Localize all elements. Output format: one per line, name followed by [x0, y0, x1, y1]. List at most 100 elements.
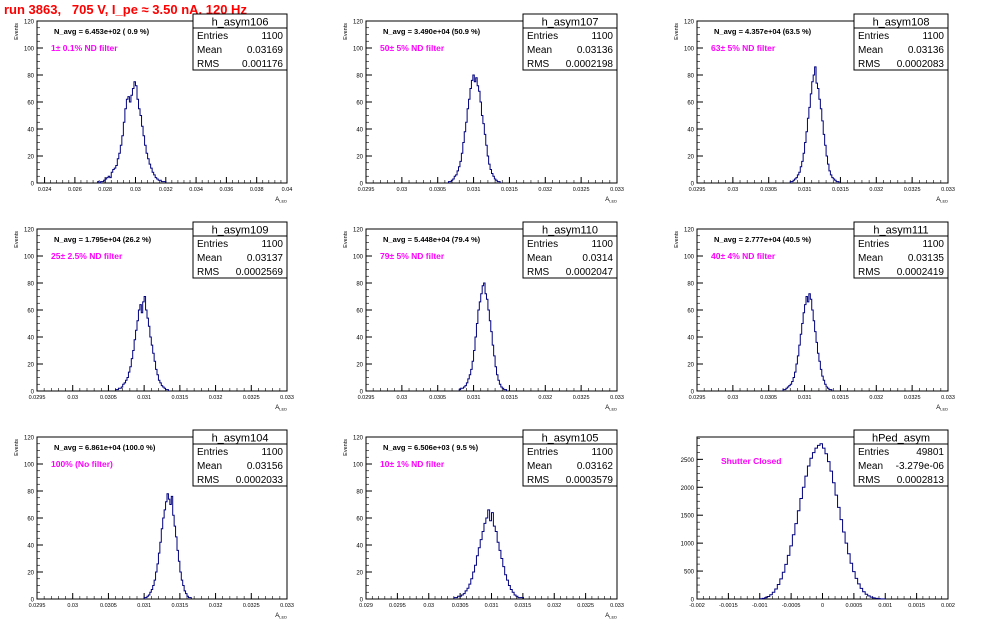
stat-value: 1100 [261, 239, 283, 250]
navg-label: N_avg = 6.861e+04 (100.0 %) [54, 443, 156, 452]
x-tick-label: 0.03 [130, 187, 141, 193]
x-tick-label: 0.03 [396, 395, 407, 401]
x-tick-label: 0.0305 [100, 603, 117, 609]
x-tick-label: 0.0325 [904, 187, 921, 193]
histogram-line [782, 293, 833, 391]
y-tick-label: 120 [353, 20, 364, 26]
x-tick-label: 0.036 [220, 187, 234, 193]
x-tick-label: 0.03 [727, 187, 738, 193]
navg-label: N_avg = 2.777e+04 (40.5 %) [714, 235, 812, 244]
stat-label: Entries [527, 239, 558, 250]
y-tick-label: 120 [24, 228, 35, 234]
x-tick-label: 0 [821, 603, 824, 609]
y-tick-label: 40 [687, 128, 694, 134]
stat-label: RMS [527, 267, 550, 278]
y-tick-label: 80 [687, 282, 694, 288]
stat-value: 0.03169 [247, 45, 284, 56]
y-tick-label: 80 [356, 74, 363, 80]
x-tick-label: 0.0305 [760, 395, 777, 401]
stat-label: RMS [858, 475, 881, 486]
x-axis-title: ALED [936, 197, 948, 204]
x-axis-title: ALED [275, 613, 287, 620]
histogram-line [447, 74, 501, 183]
y-tick-label: 20 [27, 363, 34, 369]
x-tick-label: 0.031 [798, 395, 812, 401]
stat-value: 0.03137 [247, 253, 284, 264]
y-tick-label: 20 [356, 363, 363, 369]
y-tick-label: 100 [684, 47, 695, 53]
x-axis-title: ALED [605, 613, 617, 620]
y-tick-label: 0 [360, 390, 364, 396]
filter-label: 50± 5% ND filter [380, 43, 445, 53]
y-tick-label: 40 [27, 128, 34, 134]
y-tick-label: 1500 [681, 514, 695, 520]
stats-box: h_asym106 Entries 1100 Mean 0.03169 RMS 0.0011… [192, 13, 288, 71]
histogram-line [759, 443, 886, 600]
y-axis-title: Events [674, 231, 680, 248]
x-tick-label: 0.031 [137, 603, 151, 609]
stat-label: Entries [858, 31, 889, 42]
y-tick-label: 100 [24, 463, 35, 469]
x-tick-label: 0.03 [423, 603, 434, 609]
stat-label: Entries [527, 31, 558, 42]
stat-value: 0.0002033 [236, 475, 284, 486]
y-tick-label: 60 [27, 101, 34, 107]
x-tick-label: 0.028 [98, 187, 112, 193]
x-tick-label: 0.031 [137, 395, 151, 401]
y-tick-label: 0 [691, 390, 695, 396]
stats-box-frame [853, 221, 949, 279]
x-tick-label: 0.0325 [904, 395, 921, 401]
x-axis-title: ALED [605, 197, 617, 204]
x-tick-label: 0.0315 [832, 187, 849, 193]
y-axis-title: Events [14, 439, 20, 456]
x-tick-label: 0.0295 [29, 603, 46, 609]
stat-label: Mean [858, 461, 883, 472]
stat-value: 49801 [916, 447, 944, 458]
navg-label: N_avg = 6.453e+02 ( 0.9 %) [54, 27, 150, 36]
y-tick-label: 0 [360, 598, 364, 604]
filter-label: 63± 5% ND filter [711, 43, 776, 53]
y-tick-label: 100 [24, 255, 35, 261]
y-tick-label: 60 [356, 101, 363, 107]
x-tick-label: 0.038 [250, 187, 264, 193]
y-tick-label: 60 [27, 517, 34, 523]
stats-box: hPed_asym Entries 49801 Mean -3.279e-06 RMS 0.… [853, 429, 949, 487]
stat-label: RMS [197, 267, 220, 278]
histogram-line [115, 296, 169, 391]
y-tick-label: 120 [24, 436, 35, 442]
y-tick-label: 0 [31, 390, 35, 396]
x-tick-label: 0.033 [941, 187, 955, 193]
stat-label: Mean [527, 253, 552, 264]
x-tick-label: 0.032 [159, 187, 173, 193]
x-tick-label: 0.0315 [171, 395, 188, 401]
x-tick-label: 0.033 [610, 395, 624, 401]
stats-box: h_asym105 Entries 1100 Mean 0.03162 RMS 0.0003… [522, 429, 618, 487]
x-tick-label: -0.002 [689, 603, 705, 609]
histogram-name: h_asym109 [212, 225, 269, 237]
navg-label: N_avg = 4.357e+04 (63.5 %) [714, 27, 812, 36]
x-tick-label: 0.0315 [501, 395, 518, 401]
y-tick-label: 20 [356, 571, 363, 577]
stats-box-frame [853, 13, 949, 71]
stat-label: Mean [527, 461, 552, 472]
histogram-panel-h_asym104: 0 20 40 60 80 100 120 0.0295 0.03 0.0305 0.031 0.03… [14, 429, 294, 620]
y-tick-label: 100 [353, 47, 364, 53]
x-tick-label: 0.0325 [577, 603, 594, 609]
y-tick-label: 0 [691, 182, 695, 188]
y-tick-label: 20 [687, 155, 694, 161]
x-tick-label: 0.026 [68, 187, 82, 193]
stats-box: h_asym104 Entries 1100 Mean 0.03156 RMS 0.0002… [192, 429, 288, 487]
x-tick-label: 0.033 [280, 395, 294, 401]
y-tick-label: 2000 [681, 486, 695, 492]
x-tick-label: 0.033 [280, 603, 294, 609]
x-tick-label: 0.024 [38, 187, 52, 193]
run-title: run 3863, 705 V, I_pe ≈ 3.50 nA, 120 Hz [4, 2, 247, 17]
stat-value: 0.0314 [582, 253, 613, 264]
histogram-panel-h_asym107: 0 20 40 60 80 100 120 0.0295 0.03 0.0305 0.031 0.03… [343, 13, 624, 204]
x-tick-label: 0.03 [67, 603, 78, 609]
y-tick-label: 60 [356, 309, 363, 315]
stats-box: h_asym110 Entries 1100 Mean 0.0314 RMS 0.00020… [522, 221, 618, 279]
x-tick-label: 0.033 [941, 395, 955, 401]
stat-value: 0.03156 [247, 461, 284, 472]
stat-label: Entries [858, 239, 889, 250]
